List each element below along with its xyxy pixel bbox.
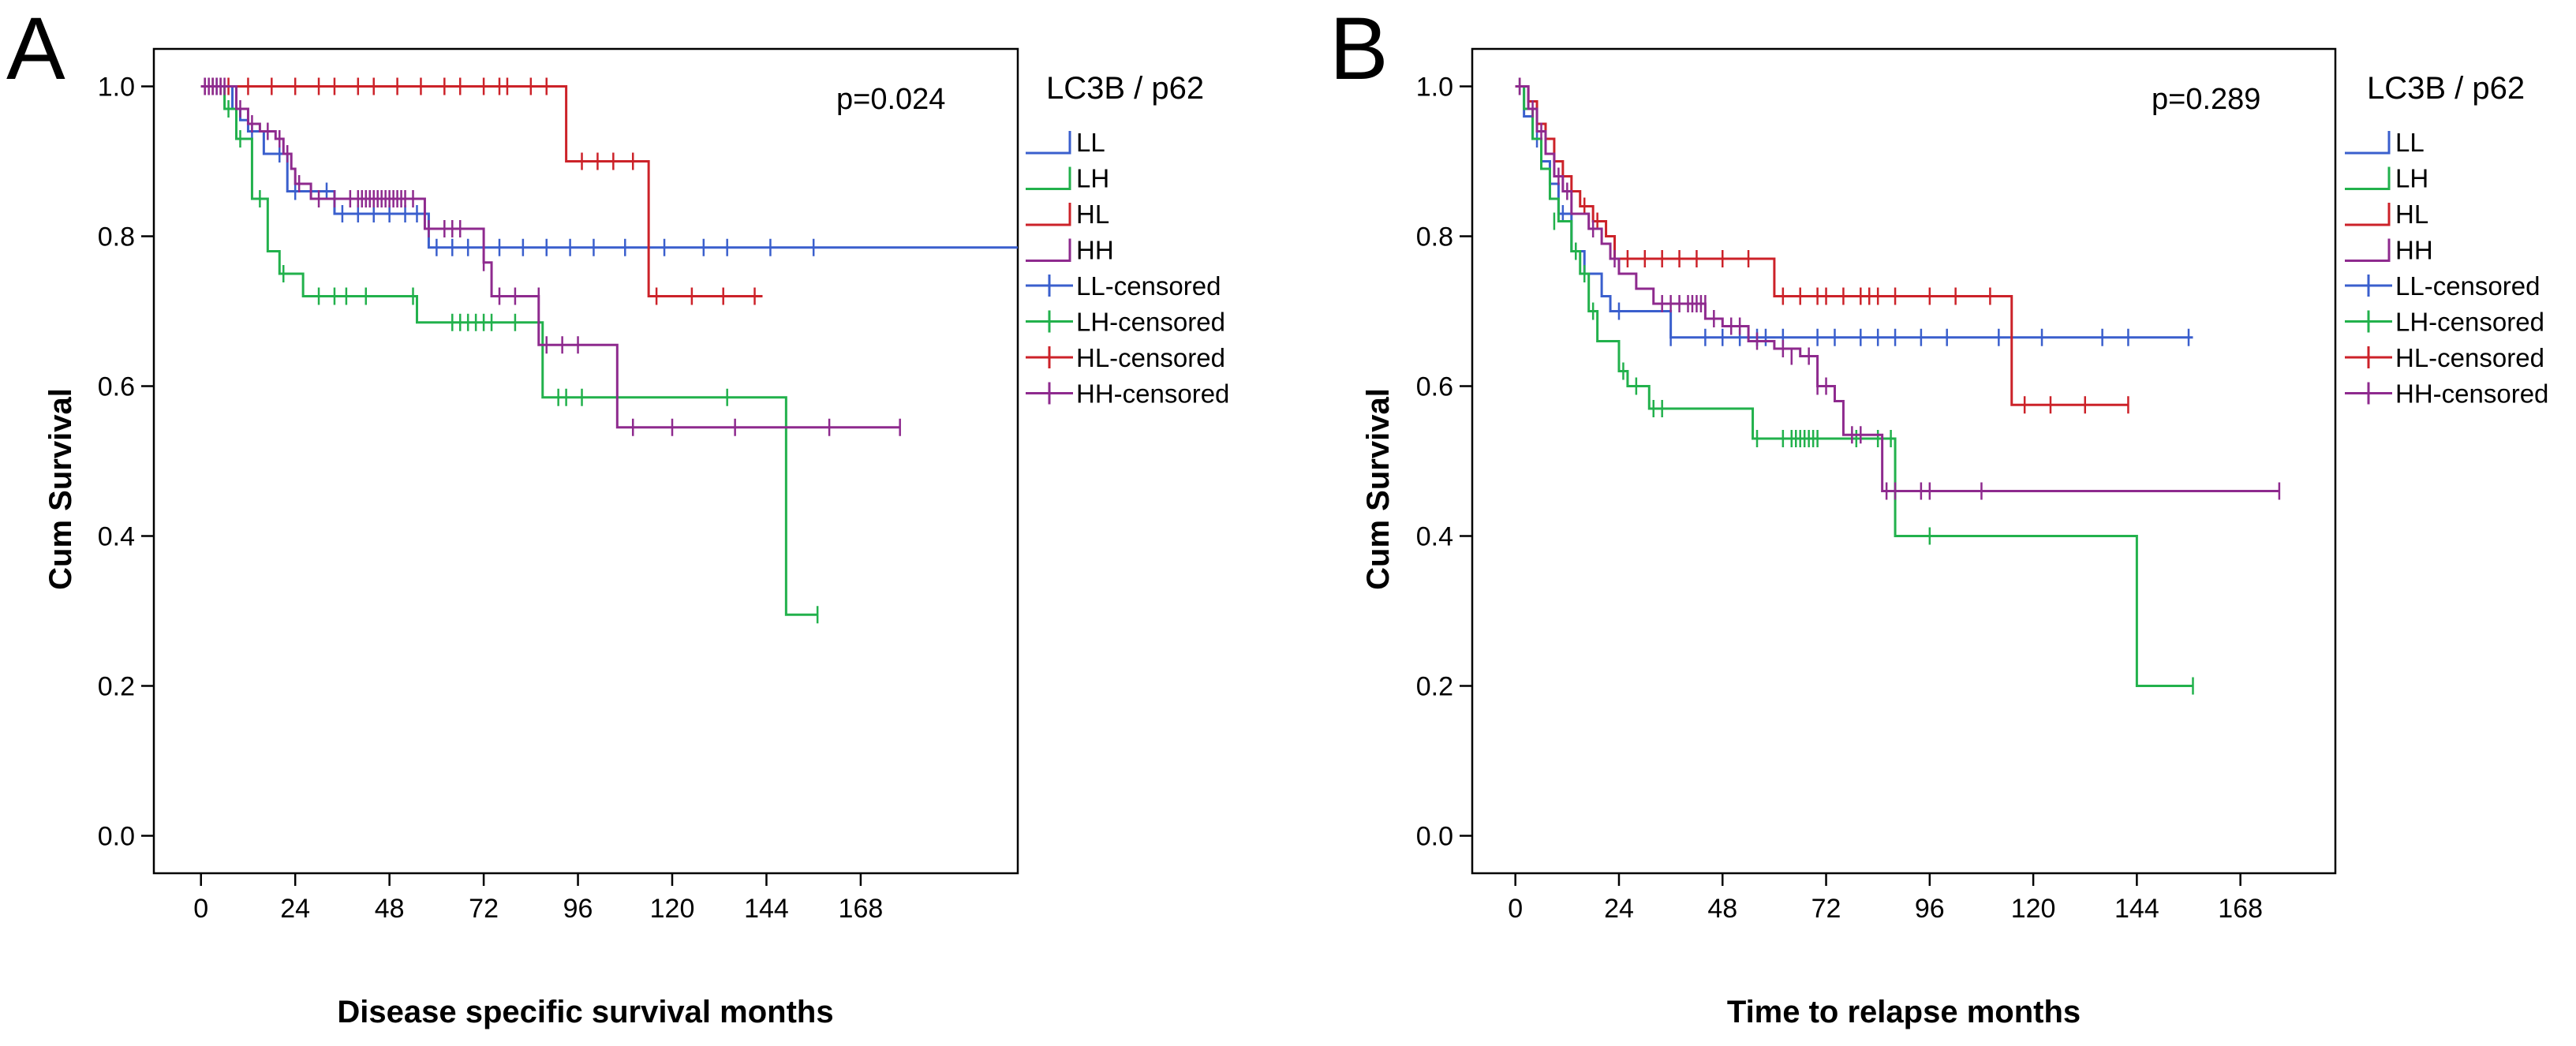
p-value: p=0.024 — [836, 83, 945, 116]
x-tick-label: 72 — [1811, 894, 1841, 924]
y-axis: 0.0 0.2 0.4 0.6 0.8 1.0 — [1416, 73, 1472, 852]
series-lh — [200, 77, 819, 624]
y-tick-label: 0.0 — [1416, 822, 1453, 852]
legend-label: HL — [2395, 200, 2428, 229]
panel-a: A 0.00.20.40.60.81.0 0 24 48 72 96 120 144 168 … — [6, 0, 1229, 1029]
series-hl — [1515, 77, 2129, 414]
legend-label: LH — [2395, 164, 2428, 193]
x-axis-title: Time to relapse months — [1727, 995, 2081, 1029]
p-value: p=0.289 — [2152, 83, 2260, 116]
x-tick-label: 0 — [193, 894, 208, 924]
panel-letter: B — [1329, 0, 1389, 98]
x-tick-label: 168 — [839, 894, 884, 924]
x-tick-label: 96 — [563, 894, 593, 924]
legend-label: LL — [2395, 128, 2425, 157]
x-tick-label: 48 — [1707, 894, 1737, 924]
x-tick-label: 24 — [1604, 894, 1634, 924]
legend-label: HL-censored — [1076, 343, 1225, 372]
legend-label: HH — [2395, 236, 2433, 265]
y-tick-label: 0.2 — [98, 672, 135, 702]
legend-label: LH — [1076, 164, 1109, 193]
x-axis: 0 24 48 72 96 120 144 168 — [193, 873, 883, 924]
x-tick-label: 96 — [1915, 894, 1945, 924]
legend-swatch-step — [2345, 238, 2391, 262]
series-hh — [1515, 77, 2281, 500]
x-tick-label: 120 — [2011, 894, 2056, 924]
legend-title: LC3B / p62 — [1046, 71, 1204, 106]
survival-curve-lh — [200, 85, 818, 616]
legend: LC3B / p62 LL LH HL HH LL-censored LH-censore… — [1026, 71, 1229, 409]
legend-swatch-step — [2345, 166, 2391, 190]
y-axis-title: Cum Survival — [43, 388, 78, 590]
survival-curve-ll — [1515, 85, 2193, 339]
survival-curves — [1515, 77, 2281, 695]
y-tick-label: 0.4 — [1416, 522, 1453, 552]
x-tick-label: 168 — [2218, 894, 2263, 924]
y-tick-label: 0.6 — [98, 372, 135, 402]
panel-b: B 0.00.20.40.60.81.0 0 24 48 72 96 120 144 168 … — [1329, 0, 2548, 1029]
series-ll — [1515, 77, 2193, 346]
y-tick-label: 1.0 — [98, 73, 135, 103]
legend-title: LC3B / p62 — [2367, 71, 2525, 106]
x-tick-label: 144 — [2114, 894, 2159, 924]
x-tick-label: 24 — [280, 894, 310, 924]
legend-swatch-step — [2345, 203, 2391, 226]
legend-label: LH-censored — [1076, 308, 1225, 337]
y-axis-title: Cum Survival — [1361, 388, 1396, 590]
legend-swatch-step — [1026, 131, 1071, 155]
survival-curve-hl — [200, 85, 763, 297]
survival-curves — [200, 77, 1018, 624]
legend-swatch-step — [2345, 131, 2391, 155]
legend-label: HH-censored — [2395, 379, 2548, 409]
legend-label: LL-censored — [2395, 271, 2540, 301]
plot-frame — [1471, 47, 2337, 875]
legend-label: HH-censored — [1076, 379, 1229, 409]
y-axis: 0.0 0.2 0.4 0.6 0.8 1.0 — [98, 73, 154, 852]
x-tick-label: 0 — [1508, 894, 1523, 924]
x-tick-label: 48 — [375, 894, 405, 924]
x-axis-title: Disease specific survival months — [337, 995, 833, 1029]
x-tick-label: 144 — [744, 894, 789, 924]
survival-curve-hh — [200, 85, 900, 429]
series-lh — [1515, 77, 2194, 695]
y-tick-label: 0.8 — [1416, 222, 1453, 252]
x-tick-label: 120 — [650, 894, 695, 924]
legend-label: LH-censored — [2395, 308, 2544, 337]
series-hl — [200, 77, 763, 305]
panel-letter: A — [6, 0, 65, 98]
survival-curve-hh — [1515, 85, 2279, 492]
survival-curve-hl — [1515, 85, 2129, 406]
y-tick-label: 0.0 — [98, 822, 135, 852]
y-tick-label: 0.8 — [98, 222, 135, 252]
x-axis: 0 24 48 72 96 120 144 168 — [1508, 873, 2263, 924]
legend-swatch-step — [1026, 166, 1071, 190]
legend-label: HH — [1076, 236, 1114, 265]
survival-curve-lh — [1515, 85, 2193, 687]
legend-label: LL-censored — [1076, 271, 1221, 301]
legend-label: HL-censored — [2395, 343, 2544, 372]
y-tick-label: 1.0 — [1416, 73, 1453, 103]
x-tick-label: 72 — [469, 894, 499, 924]
y-tick-label: 0.4 — [98, 522, 135, 552]
legend-label: LL — [1076, 128, 1105, 157]
legend-label: HL — [1076, 200, 1109, 229]
legend: LC3B / p62 LL LH HL HH LL-censored LH-censore… — [2345, 71, 2548, 409]
y-tick-label: 0.2 — [1416, 672, 1453, 702]
legend-swatch-step — [1026, 203, 1071, 226]
legend-swatch-step — [1026, 238, 1071, 262]
plot-frame — [152, 47, 1019, 875]
y-tick-label: 0.6 — [1416, 372, 1453, 402]
series-hh — [200, 77, 901, 436]
